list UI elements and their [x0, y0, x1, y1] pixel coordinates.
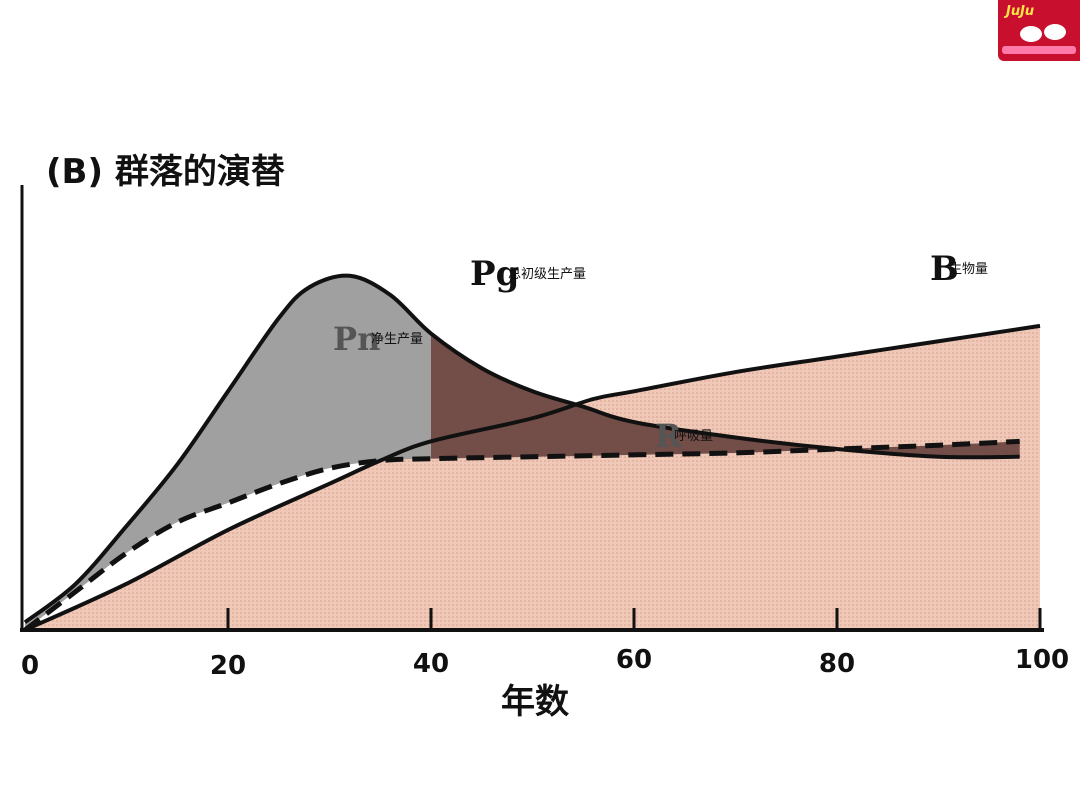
series-sublabel-r: 呼吸量: [674, 429, 713, 444]
x-tick-label: 0: [21, 651, 39, 681]
series-label-pn: Pn: [333, 320, 380, 358]
series-label-pg: Pg: [470, 254, 519, 294]
x-tick-label: 100: [1015, 645, 1069, 675]
biomass-line: [24, 323, 1041, 632]
series-label-b: B: [930, 249, 959, 289]
biomass-area: [25, 325, 1040, 630]
juju-logo: JuJu: [998, 0, 1080, 61]
gross-production-line: [23, 273, 1020, 624]
net-production-dark-area: [431, 333, 1020, 459]
logo-stripe: [1002, 46, 1076, 54]
series-sublabel-pg: 总初级生产量: [508, 267, 586, 282]
x-axis-label: 年数: [501, 682, 569, 722]
x-tick-label: 20: [210, 651, 246, 681]
series-sublabel-pn: 净生产量: [371, 332, 423, 347]
series-label-r: R: [655, 417, 682, 455]
x-tick-label: 80: [819, 649, 855, 679]
respiration-line: [23, 438, 1020, 632]
chart-title: (B) 群落的演替: [46, 152, 285, 192]
kitty-face-icon: [1044, 24, 1066, 40]
x-tick-label: 40: [413, 649, 449, 679]
logo-text: JuJu: [1006, 4, 1035, 19]
x-tick-label: 60: [616, 645, 652, 675]
open-gap-area: [25, 460, 381, 630]
kitty-face-icon: [1020, 26, 1042, 42]
series-sublabel-b: 生物量: [949, 262, 988, 277]
